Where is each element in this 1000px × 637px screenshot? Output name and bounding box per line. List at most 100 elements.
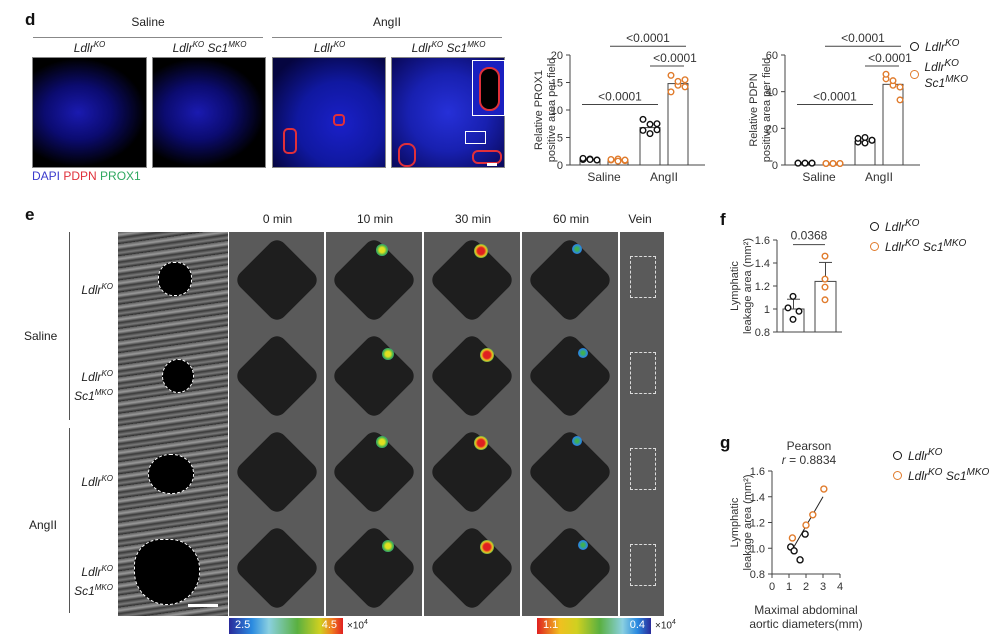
column-label-genotype: LdlrKO Sc1MKO (172, 40, 247, 55)
svg-text:0: 0 (772, 160, 778, 172)
tissue-sample (526, 332, 614, 420)
time-column-header: 60 min (552, 212, 590, 226)
legend-top: LdlrKO LdlrKO Sc1MKO (910, 38, 1000, 94)
svg-text:0: 0 (769, 581, 775, 593)
svg-text:10: 10 (551, 105, 563, 117)
fluorescence-hotspot (376, 244, 388, 256)
fluorescence-hotspot (474, 436, 488, 450)
pdpn-vessel (333, 114, 345, 126)
svg-text:1: 1 (764, 304, 770, 316)
tissue-sample (428, 236, 516, 324)
tissue-sample (233, 236, 321, 324)
svg-text:aortic diameters(mm): aortic diameters(mm) (749, 617, 862, 631)
circle-marker-icon (893, 470, 902, 480)
inset-magnified (472, 60, 505, 116)
svg-text:15: 15 (551, 78, 563, 90)
circle-marker-icon (870, 241, 879, 251)
pdpn-vessel (472, 150, 502, 164)
micrograph-saline-ldlrko-sc1mko (152, 57, 266, 168)
circle-marker-icon (870, 221, 879, 231)
svg-text:AngII: AngII (650, 170, 678, 184)
ivis-image-column (620, 232, 666, 616)
row-group-angii: AngII (29, 518, 58, 532)
fluorescence-hotspot (578, 348, 588, 358)
svg-text:1: 1 (786, 581, 792, 593)
aorta-outline (162, 359, 194, 393)
pdpn-vessel (283, 128, 297, 154)
ivis-image-column (424, 232, 522, 616)
ivis-cell (229, 520, 324, 616)
svg-text:<0.0001: <0.0001 (626, 31, 670, 45)
colorbar-max: 0.4 (629, 619, 645, 631)
stain-dapi: DAPI (32, 169, 61, 183)
ivis-cell (424, 520, 520, 616)
circle-marker-icon (910, 69, 919, 79)
time-column-header: 30 min (454, 212, 492, 226)
colorbar-left: 2.5 4.5 (229, 618, 343, 634)
svg-text:1.2: 1.2 (755, 281, 770, 293)
tissue-sample (330, 428, 418, 516)
ivis-cell (424, 424, 520, 520)
group-header-angii: AngII (372, 15, 402, 29)
svg-text:r = 0.8834: r = 0.8834 (782, 453, 837, 467)
divider (33, 37, 263, 38)
legend-item: LdlrKO (870, 218, 966, 234)
svg-text:Lymphaticleakage area (mm²): Lymphaticleakage area (mm²) (729, 475, 754, 571)
stain-pdpn: PDPN (63, 169, 97, 183)
inset-region-box (465, 131, 486, 144)
tissue-sample (330, 332, 418, 420)
ivis-cell (326, 520, 422, 616)
ivis-cell (424, 232, 520, 328)
vein-region-box (630, 352, 656, 394)
fluorescence-hotspot (474, 244, 488, 258)
ivis-cell (620, 424, 664, 520)
fluorescence-hotspot (572, 244, 582, 254)
circle-marker-icon (910, 41, 919, 51)
tissue-sample (233, 524, 321, 612)
tissue-sample (330, 236, 418, 324)
ivis-image-column (522, 232, 620, 616)
svg-text:0.8: 0.8 (750, 569, 765, 581)
ivis-cell (522, 328, 618, 424)
ivis-cell (620, 232, 664, 328)
row-label-genotype: LdlrKO Sc1MKO (74, 564, 113, 598)
legend-item: LdlrKO Sc1MKO (870, 238, 966, 254)
aorta-outline (158, 262, 192, 296)
svg-text:1.6: 1.6 (755, 235, 770, 247)
tissue-sample (526, 236, 614, 324)
time-column-header: 0 min (262, 212, 293, 226)
legend-item: LdlrKO Sc1MKO (910, 58, 1000, 90)
micrograph-angii-ldlrko-sc1mko (391, 57, 505, 168)
tissue-sample (428, 332, 516, 420)
group-header-saline: Saline (131, 15, 165, 29)
fluorescence-hotspot (376, 436, 388, 448)
colorbar-max: 4.5 (321, 619, 337, 631)
panel-label-d: d (25, 10, 36, 29)
ivis-cell (229, 232, 324, 328)
ivis-cell (620, 520, 664, 616)
colorbar-min: 2.5 (235, 619, 251, 631)
svg-text:<0.0001: <0.0001 (598, 90, 642, 104)
svg-text:<0.0001: <0.0001 (868, 51, 912, 65)
svg-text:0: 0 (557, 160, 563, 172)
ivis-cell (326, 232, 422, 328)
fluorescence-hotspot (578, 540, 588, 550)
circle-marker-icon (893, 450, 902, 460)
panel-label-g: g (720, 433, 731, 452)
panel-label-f: f (720, 210, 726, 229)
vein-region-box (630, 448, 656, 490)
fluorescence-hotspot (480, 348, 494, 362)
svg-text:1.0: 1.0 (750, 543, 765, 555)
vein-region-box (630, 544, 656, 586)
vein-region-box (630, 256, 656, 298)
ivis-cell (326, 328, 422, 424)
ivis-cell (229, 328, 324, 424)
scale-bar (487, 163, 497, 166)
svg-text:0.0368: 0.0368 (791, 229, 828, 243)
ultrasound-column (118, 232, 228, 616)
svg-text:Relative PDPNpositive area per: Relative PDPNpositive area per field (748, 58, 773, 163)
svg-text:20: 20 (551, 50, 563, 62)
legend-item: LdlrKO Sc1MKO (893, 467, 989, 483)
